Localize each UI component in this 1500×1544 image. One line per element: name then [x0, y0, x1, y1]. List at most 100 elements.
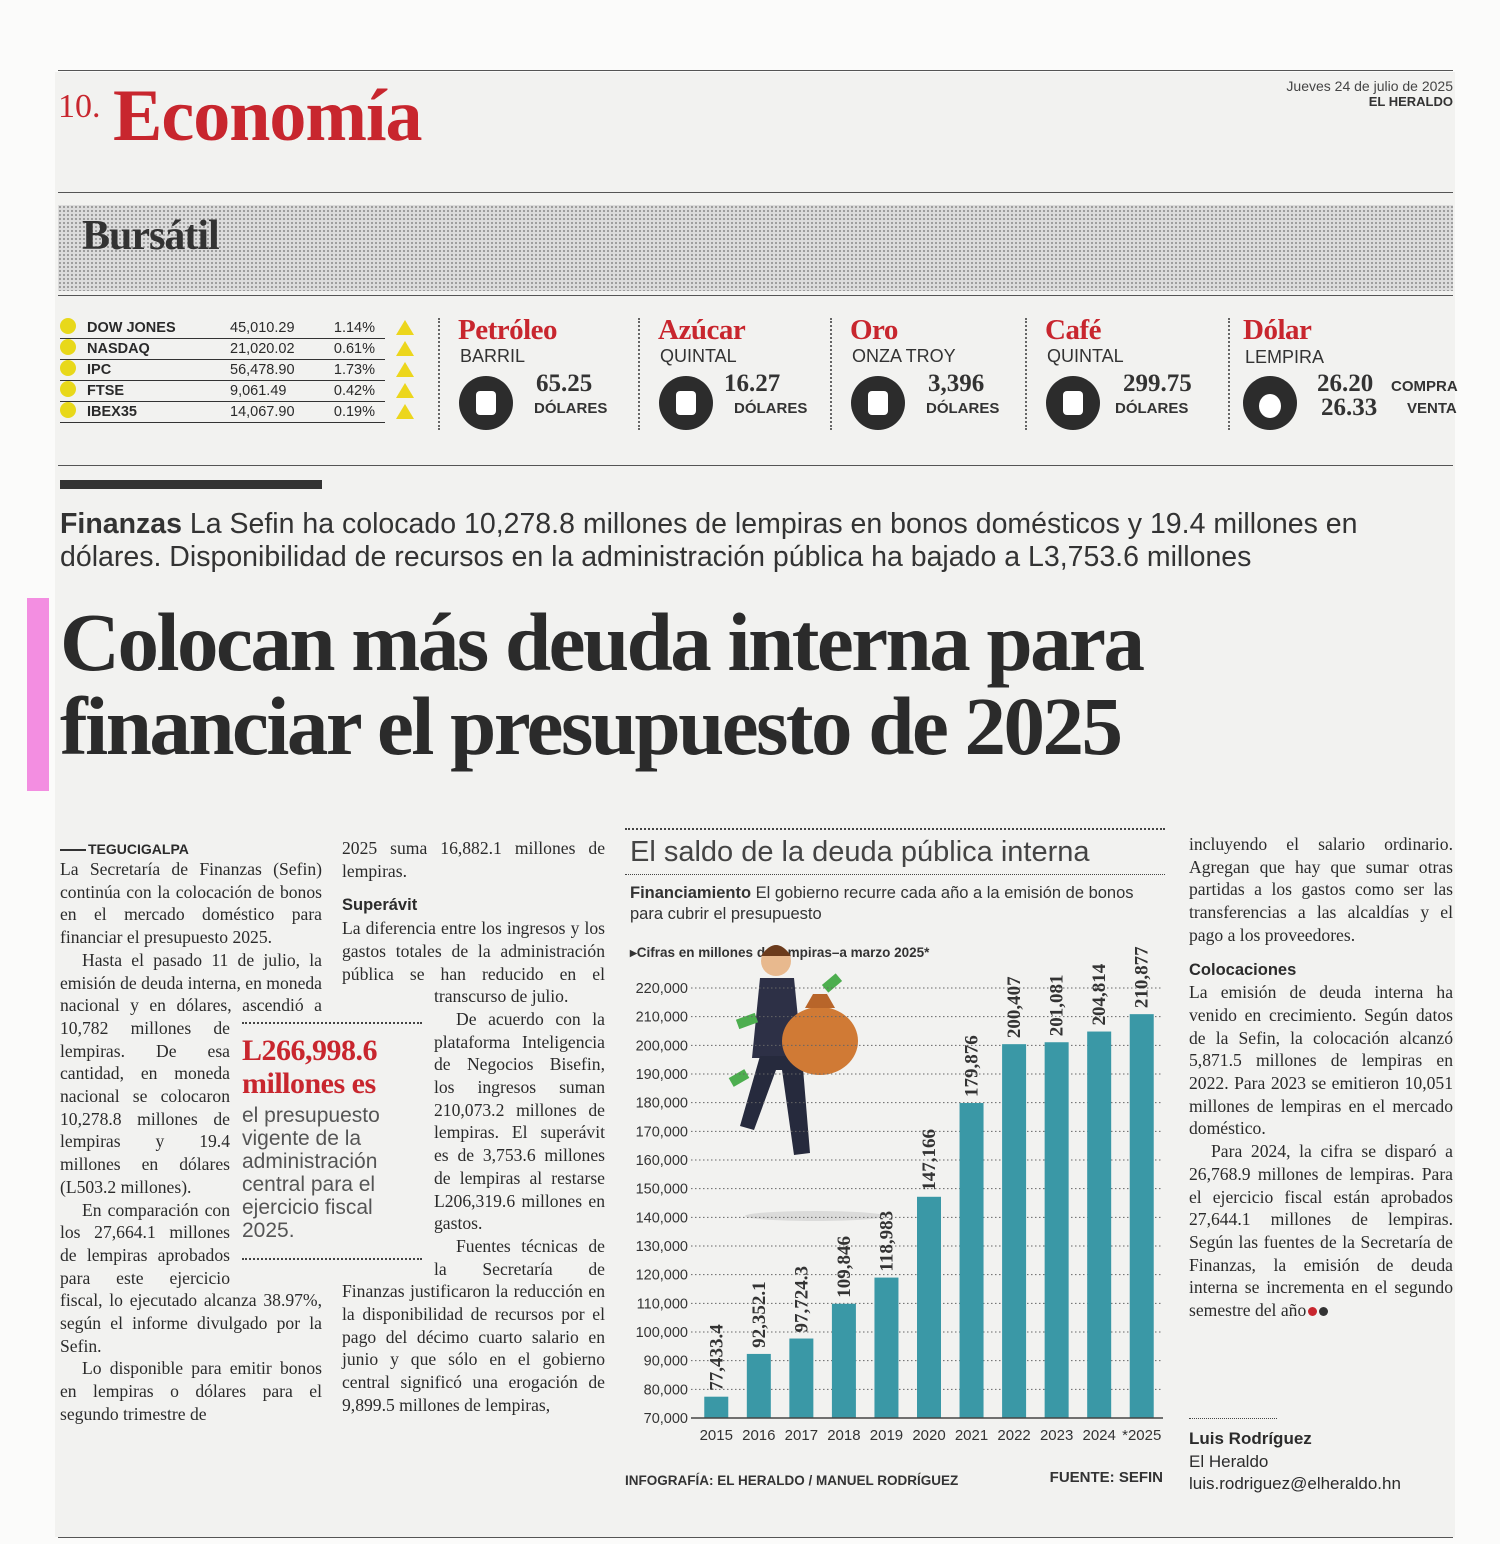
commodity-unit: ONZA TROY: [852, 346, 956, 366]
index-change: 0.61%: [333, 341, 375, 357]
y-tick-label: 150,000: [636, 1182, 688, 1198]
up-arrow: [396, 404, 414, 419]
index-row: DOW JONES 45,010.29 1.14%: [60, 318, 385, 339]
y-tick-label: 180,000: [636, 1096, 688, 1112]
y-tick-label: 100,000: [636, 1325, 688, 1341]
buy-label: COMPRA: [1391, 378, 1458, 395]
headline: Colocan más deuda interna para financiar…: [60, 596, 1145, 772]
buy-price: 26.20: [1317, 370, 1374, 397]
chart-source: FUENTE: SEFIN: [1049, 1469, 1163, 1486]
paper-name: EL HERALDO: [1368, 94, 1453, 109]
rule: [58, 465, 1453, 466]
value-label: 118,983: [876, 1211, 897, 1272]
up-arrow: [396, 320, 414, 335]
value-label: 109,846: [834, 1236, 855, 1298]
illustration: [728, 945, 885, 1221]
index-change: 1.14%: [333, 320, 375, 336]
x-tick-label: 2024: [1082, 1427, 1115, 1444]
x-tick-label: 2017: [785, 1427, 818, 1444]
commodity-unit: QUINTAL: [660, 346, 737, 366]
y-tick-label: 190,000: [636, 1067, 688, 1083]
rule: [58, 295, 1453, 296]
deck: Finanzas La Sefin ha colocado 10,278.8 m…: [60, 508, 1390, 574]
index-value: 14,067.90: [230, 404, 295, 420]
banknote: [821, 973, 843, 993]
commodity-icon: [851, 376, 905, 430]
author: Luis Rodríguez: [1189, 1429, 1312, 1448]
byline: Luis Rodríguez El Heraldo luis.rodriguez…: [1189, 1428, 1401, 1496]
chart-title: El saldo de la deuda pública interna: [630, 836, 1090, 868]
paragraph: 2025 suma 16,882.1 millones de lempiras.: [342, 838, 605, 881]
bar: [704, 1396, 729, 1418]
y-tick-label: 160,000: [636, 1153, 688, 1169]
sell-price: 26.33: [1321, 394, 1378, 421]
commodity-currency: DÓLARES: [734, 400, 808, 417]
index-bullet: [60, 381, 76, 397]
paragraph: Hasta el pasado 11 de julio, la emisión …: [60, 949, 322, 1197]
column: TEGUCIGALPA La Secretaría de Finanzas (S…: [60, 840, 322, 1426]
value-label: 179,876: [962, 1035, 983, 1097]
separator: [638, 318, 640, 430]
index-bullet: [60, 360, 76, 376]
subhead: Colocaciones: [1189, 960, 1297, 979]
bag-neck: [805, 994, 835, 1008]
value-label: 92,352.1: [749, 1281, 770, 1348]
index-row: IBEX35 14,067.90 0.19%: [60, 402, 385, 423]
rule: [58, 70, 1453, 71]
bar: [789, 1338, 814, 1418]
commodity-price: 299.75: [1123, 370, 1192, 397]
index-bullet: [60, 318, 76, 334]
deck-text: La Sefin ha colocado 10,278.8 millones d…: [60, 508, 1358, 573]
column: incluyendo el salario ordinario. Agregan…: [1189, 833, 1453, 1322]
icon-glyph: [868, 391, 888, 415]
index-name: FTSE: [87, 383, 125, 399]
y-tick-label: 110,000: [637, 1296, 688, 1312]
outlet: El Heraldo: [1189, 1451, 1269, 1471]
pullquote: L266,998.6 millones es el presupuesto vi…: [242, 1022, 422, 1260]
commodity-unit: BARRIL: [460, 346, 526, 366]
commodity-name: Dólar: [1243, 314, 1312, 346]
index-name: IBEX35: [87, 404, 137, 420]
chart-subtitle: Financiamiento El gobierno recurre cada …: [630, 883, 1140, 925]
index-name: IPC: [87, 362, 112, 378]
x-tick-label: 2016: [742, 1427, 775, 1444]
bar: [746, 1353, 771, 1418]
accent-bar: [60, 480, 322, 489]
x-tick-label: *2025: [1122, 1427, 1161, 1444]
value-label: 147,166: [919, 1129, 940, 1191]
legs: [740, 1056, 810, 1155]
byline-rule: [1189, 1418, 1277, 1419]
index-row: FTSE 9,061.49 0.42%: [60, 381, 385, 402]
sell-label: VENTA: [1407, 400, 1457, 417]
subhead: Superávit: [342, 896, 418, 915]
paragraph: En comparación con los 27,664.1 millones…: [60, 1199, 322, 1356]
subtitle-kicker: Financiamiento: [630, 884, 752, 902]
bursatil-title: Bursátil: [82, 213, 220, 259]
paragraph: La diferencia entre los ingresos y los g…: [342, 918, 605, 1007]
subtitle-text: El gobierno recurre cada año a la emisió…: [630, 884, 1134, 923]
commodity-currency: DÓLARES: [926, 400, 1000, 417]
dateline-text: TEGUCIGALPA: [88, 841, 189, 857]
value-label: 77,433.4: [706, 1324, 727, 1391]
y-tick-label: 220,000: [636, 981, 688, 997]
index-name: DOW JONES: [87, 320, 176, 336]
index-bullet: [60, 339, 76, 355]
y-tick-label: 80,000: [644, 1382, 688, 1398]
y-tick-label: 210,000: [636, 1010, 688, 1026]
section-title: Economía: [113, 75, 423, 157]
x-tick-label: 2021: [955, 1427, 988, 1444]
index-bullet: [60, 402, 76, 418]
y-tick-label: 70,000: [644, 1411, 688, 1427]
email: luis.rodriguez@elheraldo.hn: [1189, 1474, 1401, 1493]
bar: [1129, 1014, 1154, 1418]
bar: [874, 1277, 899, 1418]
y-tick-label: 130,000: [636, 1239, 688, 1255]
commodity-icon: [1046, 376, 1100, 430]
bar: [959, 1103, 984, 1418]
commodity-icon: [459, 376, 513, 430]
banknote: [728, 1069, 750, 1087]
commodity-name: Café: [1045, 314, 1101, 346]
x-tick-label: 2018: [827, 1427, 860, 1444]
separator: [438, 318, 440, 430]
